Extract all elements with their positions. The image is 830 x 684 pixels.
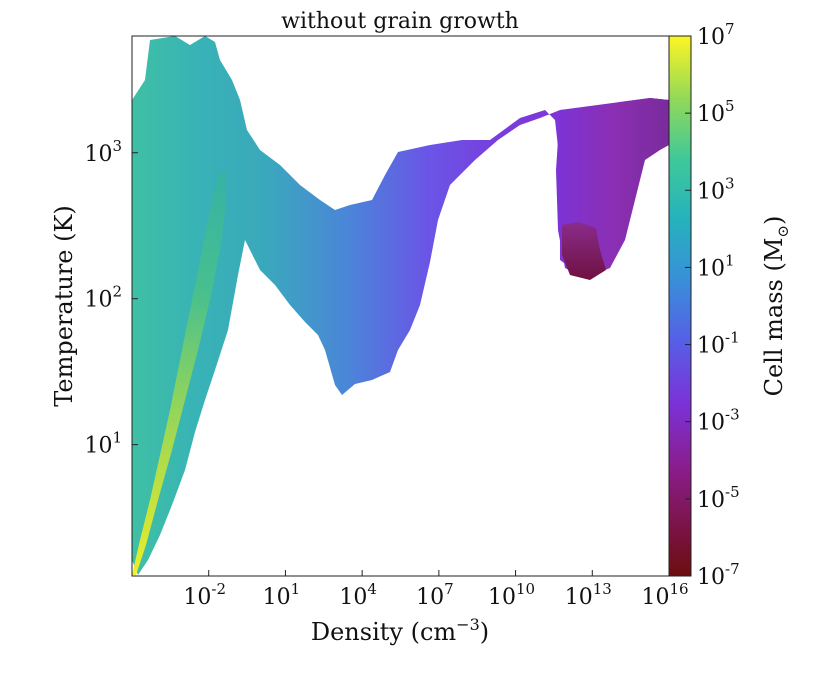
colorbar-tick-label-base: 10 (697, 565, 725, 590)
colorbar-tick-label: 105 (697, 97, 735, 127)
x-tick-label-exp: -2 (211, 580, 226, 598)
y-tick-label-base: 10 (84, 288, 112, 313)
x-axis-title-text: Density (cm (311, 618, 457, 646)
colorbar-tick-label-exp: 3 (725, 174, 735, 192)
heatmap-region-lowmass (562, 222, 606, 280)
y-tick-label: 103 (84, 137, 122, 167)
colorbar-tick-label-base: 10 (697, 102, 725, 127)
x-tick-label: 104 (339, 580, 377, 610)
colorbar-tick-label-exp: -5 (725, 483, 740, 501)
x-tick-label: 107 (416, 580, 454, 610)
x-tick-label: 1016 (641, 580, 688, 610)
y-tick-label-exp: 3 (112, 137, 122, 155)
colorbar-tick-label-exp: 1 (725, 251, 735, 269)
colorbar-title-text: Cell mass (M (760, 238, 788, 397)
x-tick-label-base: 10 (565, 585, 593, 610)
x-tick-label-exp: 13 (593, 580, 612, 598)
y-tick-label: 101 (84, 429, 122, 459)
colorbar-tick-label-exp: -7 (725, 560, 740, 578)
x-tick-label-base: 10 (641, 585, 669, 610)
x-tick-label-base: 10 (488, 585, 516, 610)
y-tick-label-base: 10 (84, 434, 112, 459)
colorbar-tick-label-base: 10 (697, 411, 725, 436)
colorbar-tick-label-exp: -3 (725, 406, 740, 424)
x-tick-label-base: 10 (183, 585, 211, 610)
colorbar-tick-label-base: 10 (697, 256, 725, 281)
colorbar-tick-label: 10-5 (697, 483, 740, 513)
colorbar-tick-label-base: 10 (697, 25, 725, 50)
colorbar-tick-label: 10-7 (697, 560, 740, 590)
y-axis-title: Temperature (K) (50, 205, 78, 407)
y-tick-label-base: 10 (84, 142, 112, 167)
x-tick-label-base: 10 (339, 585, 367, 610)
colorbar-title: Cell mass (M⊙) (760, 216, 792, 397)
colorbar (668, 35, 692, 577)
colorbar-tick-label-base: 10 (697, 179, 725, 204)
plot-area (132, 36, 669, 575)
x-tick-label: 101 (263, 580, 301, 610)
x-tick-label-exp: 16 (669, 580, 688, 598)
x-tick-label-exp: 1 (291, 580, 301, 598)
x-axis-ticks: 10-2 101 104 107 1010 1013 1016 (183, 570, 689, 610)
y-tick-label-exp: 2 (112, 283, 122, 301)
y-tick-label: 102 (84, 283, 122, 313)
x-tick-label-exp: 10 (516, 580, 535, 598)
x-tick-label: 1010 (488, 580, 535, 610)
x-tick-label-exp: 7 (444, 580, 454, 598)
colorbar-tick-label: 101 (697, 251, 735, 281)
y-tick-label-exp: 1 (112, 429, 122, 447)
x-tick-label: 10-2 (183, 580, 226, 610)
colorbar-tick-label: 103 (697, 174, 735, 204)
colorbar-tick-label-exp: -1 (725, 329, 740, 347)
colorbar-tick-label: 10-1 (697, 329, 740, 359)
colorbar-title-symbol: ⊙ (774, 225, 792, 238)
x-axis-title-sup: −3 (456, 615, 480, 634)
colorbar-tick-label: 10-3 (697, 406, 740, 436)
x-tick-label-exp: 4 (367, 580, 377, 598)
x-tick-label-base: 10 (263, 585, 291, 610)
colorbar-tick-label-exp: 5 (725, 97, 735, 115)
heatmap-region-main (132, 36, 669, 575)
x-axis-title: Density (cm−3) (311, 615, 489, 646)
heatmap-region-dense-band (132, 170, 226, 575)
colorbar-tick-label-exp: 7 (725, 20, 735, 38)
colorbar-tick-label: 107 (697, 20, 735, 50)
colorbar-tick-label-base: 10 (697, 488, 725, 513)
colorbar-tick-label-base: 10 (697, 334, 725, 359)
x-tick-label: 1013 (565, 580, 612, 610)
x-tick-label-base: 10 (416, 585, 444, 610)
chart-title: without grain growth (281, 9, 519, 34)
colorbar-title-suffix: ) (760, 216, 788, 225)
x-axis-title-suffix: ) (480, 618, 489, 646)
